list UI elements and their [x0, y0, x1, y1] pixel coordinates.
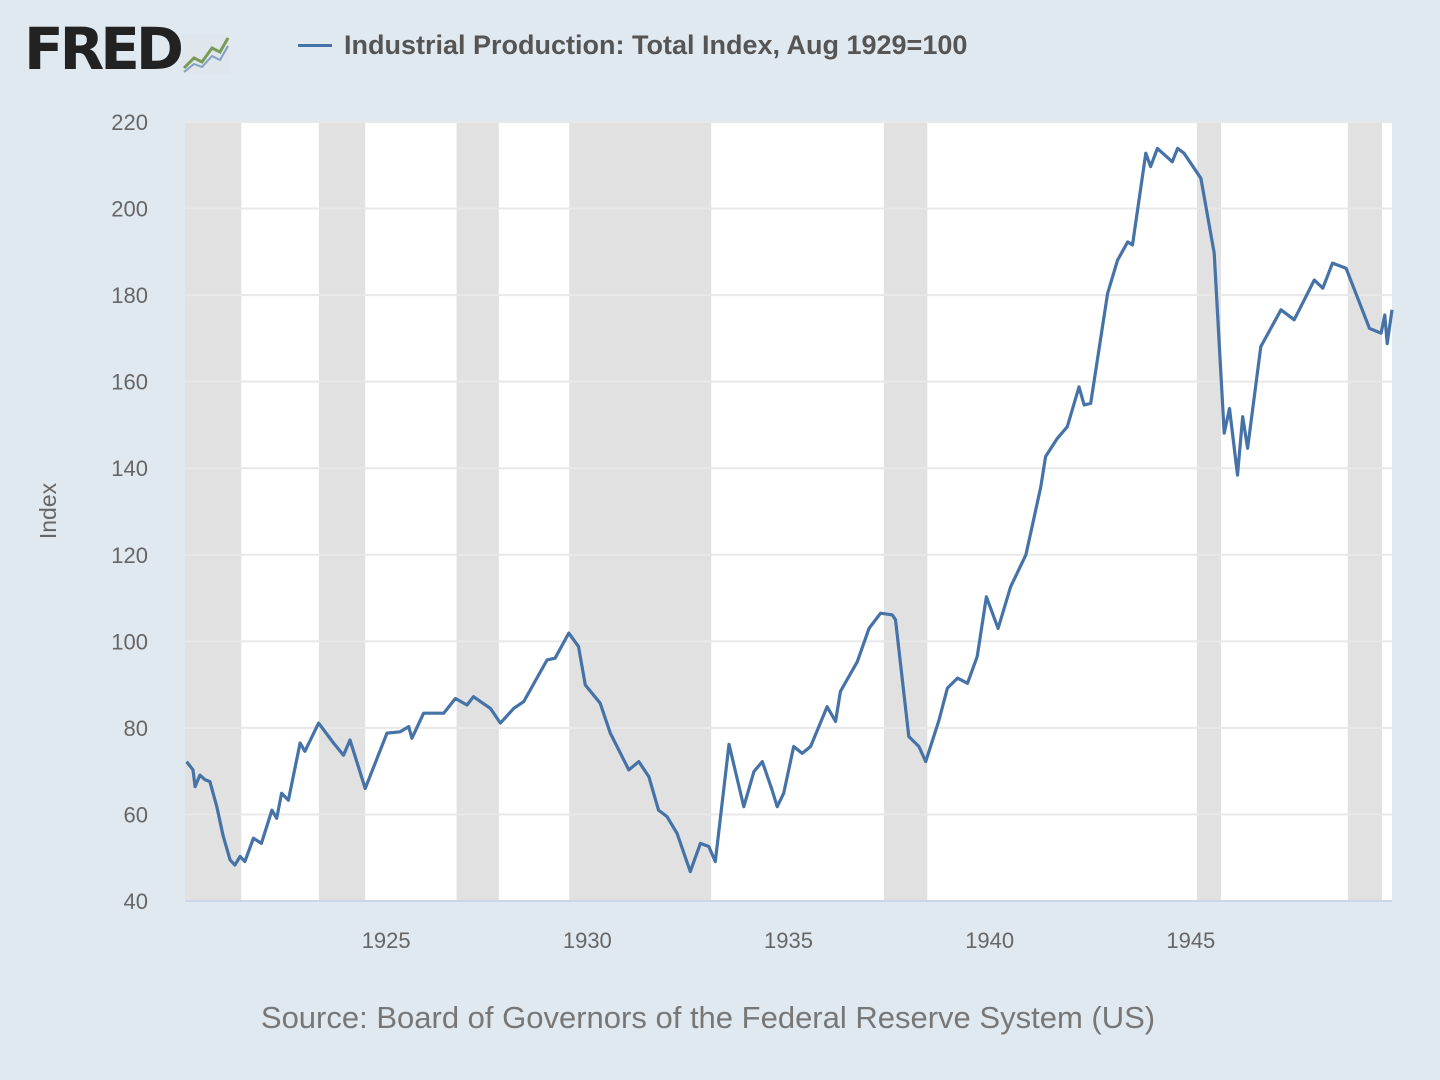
- x-tick-labels: 1925 1930 1935 1940 1945: [362, 928, 1216, 953]
- line-chart: 40 60 80 100 120 140 160 180 200 220 1925 1930 1935…: [35, 110, 1394, 953]
- recession-band: [1347, 122, 1382, 901]
- source-note: Source: Board of Governors of the Federa…: [260, 1000, 1156, 1035]
- recession-band: [456, 122, 499, 901]
- legend-label: Industrial Production: Total Index, Aug …: [344, 30, 968, 60]
- series-line: [185, 146, 1394, 874]
- legend-swatch: [298, 44, 332, 47]
- chart-trend-icon: [182, 34, 231, 74]
- y-tick-labels: 40 60 80 100 120 140 160 180 200 220: [111, 110, 148, 914]
- x-tick-label: 1945: [1166, 928, 1215, 953]
- y-tick-label: 180: [111, 283, 148, 308]
- y-tick-label: 80: [124, 716, 148, 741]
- x-tick-label: 1935: [764, 928, 813, 953]
- x-tick-label: 1940: [965, 928, 1014, 953]
- x-tick-label: 1930: [563, 928, 612, 953]
- recession-band: [883, 122, 928, 901]
- y-tick-label: 140: [111, 456, 148, 481]
- y-tick-label: 200: [111, 197, 148, 222]
- recession-bands: [185, 122, 1382, 901]
- y-tick-label: 60: [124, 802, 148, 827]
- y-axis-label: Index: [35, 482, 61, 539]
- fred-logo[interactable]: FRED: [24, 15, 232, 83]
- recession-band: [1196, 122, 1222, 901]
- y-tick-label: 220: [111, 110, 148, 135]
- logo-text: FRED: [24, 15, 184, 83]
- y-tick-label: 40: [124, 889, 148, 914]
- x-tick-label: 1925: [362, 928, 411, 953]
- legend: Industrial Production: Total Index, Aug …: [298, 30, 967, 61]
- recession-band: [569, 122, 712, 901]
- recession-band: [318, 122, 366, 901]
- gridlines: [185, 121, 1392, 902]
- y-tick-label: 100: [111, 629, 148, 654]
- y-tick-label: 120: [111, 543, 148, 568]
- y-tick-label: 160: [111, 370, 148, 395]
